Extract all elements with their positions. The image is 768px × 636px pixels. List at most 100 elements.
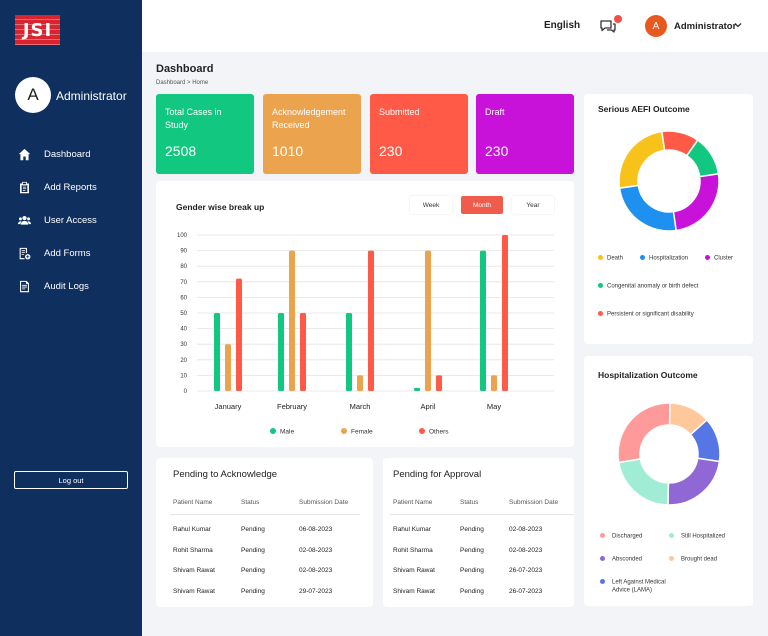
bar-female[interactable]	[289, 250, 295, 391]
kpi-card-total-cases[interactable]: Total Cases in Study 2508	[156, 94, 254, 174]
bar-female[interactable]	[425, 250, 431, 391]
legend-dot	[270, 428, 276, 434]
language-selector[interactable]: English	[544, 20, 581, 31]
period-month-button[interactable]: Month	[461, 196, 503, 214]
sidebar-item-dashboard[interactable]: Dashboard	[0, 138, 142, 171]
submission-date-cell: 26-07-2023	[509, 567, 543, 574]
bar-male[interactable]	[278, 313, 284, 391]
legend-dot	[669, 556, 674, 561]
sidebar-item-label: Add Forms	[44, 248, 91, 259]
donut-slice[interactable]	[617, 457, 670, 506]
col-header-status: Status	[460, 499, 479, 506]
legend-label: Brought dead	[681, 557, 717, 563]
kpi-value: 2508	[165, 143, 197, 159]
legend-label: Male	[280, 429, 294, 436]
bar-male[interactable]	[214, 313, 220, 391]
x-tick-label: January	[215, 402, 242, 411]
donut-slice[interactable]	[672, 173, 720, 232]
bar-male[interactable]	[346, 313, 352, 391]
col-header-submission-date: Submission Date	[299, 499, 349, 506]
kpi-card-acknowledgement[interactable]: Acknowledgement Received 1010	[263, 94, 361, 174]
donut-slice[interactable]	[661, 130, 699, 157]
patient-name-cell[interactable]: Shivam Rawat	[393, 567, 435, 574]
submission-date-cell: 26-07-2023	[509, 587, 543, 595]
donut-slice[interactable]	[668, 402, 708, 436]
bar-male[interactable]	[480, 250, 486, 391]
gender-chart-title: Gender wise break up	[176, 202, 265, 212]
sidebar-item-add-reports[interactable]: Add Reports	[0, 171, 142, 204]
x-tick-label: March	[350, 402, 371, 411]
y-tick-label: 20	[180, 358, 187, 364]
col-header-patient-name: Patient Name	[173, 499, 213, 506]
legend-dot	[640, 255, 645, 260]
patient-name-cell[interactable]: Shivam Rawat	[393, 587, 435, 595]
bar-female[interactable]	[491, 375, 497, 391]
kpi-label: Total Cases in Study	[165, 107, 222, 130]
donut-slice[interactable]	[667, 457, 721, 506]
y-tick-label: 70	[180, 280, 187, 286]
bar-others[interactable]	[502, 235, 508, 391]
col-header-status: Status	[241, 499, 260, 506]
log-icon	[20, 280, 29, 293]
submission-date-cell: 02-08-2023	[299, 567, 333, 574]
donut-slice[interactable]	[618, 184, 677, 232]
legend-dot	[705, 255, 710, 260]
sidebar-user-name: Administrator	[56, 89, 127, 103]
hospitalization-donut-chart: Discharged Still Hospitalized Absconded Bro…	[600, 402, 725, 594]
period-year-button[interactable]: Year	[512, 196, 554, 214]
hospitalization-panel	[584, 356, 753, 606]
kpi-card-submitted[interactable]: Submitted 230	[370, 94, 468, 174]
bar-male[interactable]	[414, 387, 420, 391]
bar-others[interactable]	[436, 375, 442, 391]
legend-label: Left Against Medical Advice (LAMA)	[612, 580, 666, 594]
patient-name-cell[interactable]: Rohit Sharma	[173, 546, 213, 554]
status-cell: Pending	[241, 567, 265, 574]
legend-dot	[598, 255, 603, 260]
patient-name-cell[interactable]: Shivam Rawat	[173, 587, 215, 595]
status-cell: Pending	[460, 546, 484, 554]
sidebar-item-add-forms[interactable]: Add Forms	[0, 237, 142, 270]
chevron-down-icon[interactable]	[733, 20, 743, 30]
legend-dot	[669, 533, 674, 538]
kpi-card-draft[interactable]: Draft 230	[476, 94, 574, 174]
chat-icon[interactable]	[598, 18, 618, 36]
legend-dot	[600, 533, 605, 538]
patient-name-cell[interactable]: Rahul Kumar	[173, 526, 211, 533]
y-tick-label: 10	[180, 373, 187, 379]
period-week-button[interactable]: Week	[410, 196, 452, 214]
donut-slice[interactable]	[618, 130, 666, 189]
users-icon	[18, 215, 31, 225]
legend-dot	[600, 579, 605, 584]
bar-others[interactable]	[300, 313, 306, 391]
sidebar-item-label: Audit Logs	[44, 281, 89, 292]
legend-dot	[341, 428, 347, 434]
patient-name-cell[interactable]: Rahul Kumar	[393, 526, 431, 533]
sidebar-item-user-access[interactable]: User Access	[0, 204, 142, 237]
sidebar-item-label: Dashboard	[44, 149, 91, 160]
legend-label: Discharged	[612, 534, 642, 540]
bar-others[interactable]	[368, 250, 374, 391]
breadcrumb[interactable]: Dashboard > Home	[156, 80, 209, 86]
kpi-label: Submitted	[379, 107, 420, 117]
bar-female[interactable]	[225, 344, 231, 391]
donut-slice[interactable]	[617, 402, 671, 464]
pending-acknowledge-title: Pending to Acknowledge	[173, 469, 278, 480]
kpi-value: 1010	[272, 143, 304, 159]
divider	[170, 514, 360, 515]
header-avatar[interactable]: A	[645, 15, 667, 37]
sidebar-item-audit-logs[interactable]: Audit Logs	[0, 270, 142, 303]
patient-name-cell[interactable]: Shivam Rawat	[173, 567, 215, 574]
notification-badge	[614, 15, 622, 23]
bar-female[interactable]	[357, 375, 363, 391]
legend-label: Female	[351, 429, 373, 436]
y-tick-label: 0	[184, 389, 188, 395]
logout-button[interactable]: Log out	[14, 471, 128, 489]
y-tick-label: 80	[180, 264, 187, 270]
header-user-name[interactable]: Administrator	[674, 21, 737, 32]
bar-others[interactable]	[236, 278, 242, 391]
legend-dot	[419, 428, 425, 434]
hospitalization-title: Hospitalization Outcome	[598, 370, 698, 380]
patient-name-cell[interactable]: Rohit Sharma	[393, 546, 433, 554]
x-tick-label: April	[420, 402, 435, 411]
